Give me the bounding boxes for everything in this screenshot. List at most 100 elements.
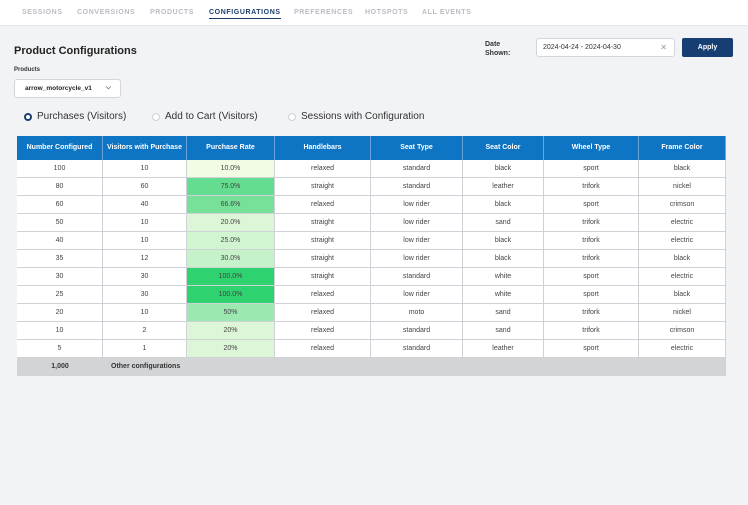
cell-number-configured: 5: [17, 340, 103, 358]
cell-visitors-with-purchase: 60: [103, 178, 187, 196]
cell-purchase-rate: 100.0%: [187, 286, 275, 304]
cell-visitors-with-purchase: 12: [103, 250, 187, 268]
cell-seat-color: sand: [463, 304, 544, 322]
cell-visitors-with-purchase: 40: [103, 196, 187, 214]
cell-number-configured: 25: [17, 286, 103, 304]
cell-handlebars: relaxed: [275, 286, 371, 304]
products-label: Products: [14, 67, 41, 73]
footer-count: 1,000: [17, 358, 103, 376]
cell-purchase-rate: 50%: [187, 304, 275, 322]
table-row: 40 10 25.0% straight low rider black trifork el…: [17, 232, 726, 250]
column-header-seat-color[interactable]: Seat Color: [463, 136, 544, 160]
table-row: 20 10 50% relaxed moto sand trifork nickel: [17, 304, 726, 322]
cell-number-configured: 80: [17, 178, 103, 196]
cell-number-configured: 10: [17, 322, 103, 340]
nav-tab-configurations[interactable]: CONFIGURATIONS: [209, 9, 281, 19]
cell-frame-color: electric: [639, 232, 726, 250]
column-header-visitors-with-purchase[interactable]: Visitors with Purchase: [103, 136, 187, 160]
column-header-handlebars[interactable]: Handlebars: [275, 136, 371, 160]
cell-seat-color: leather: [463, 340, 544, 358]
cell-visitors-with-purchase: 10: [103, 214, 187, 232]
cell-wheel-type: sport: [544, 160, 639, 178]
table-footer-row: 1,000 Other configurations: [17, 358, 726, 376]
cell-purchase-rate: 20%: [187, 340, 275, 358]
product-select[interactable]: arrow_motorcycle_v1 ⌵: [14, 79, 121, 98]
cell-seat-type: standard: [371, 178, 463, 196]
clear-icon[interactable]: ✕: [660, 43, 667, 52]
nav-tab-all-events[interactable]: ALL EVENTS: [422, 9, 472, 16]
cell-frame-color: black: [639, 286, 726, 304]
cell-seat-color: leather: [463, 178, 544, 196]
date-range-value: 2024-04-24 - 2024-04-30: [543, 44, 621, 51]
cell-number-configured: 20: [17, 304, 103, 322]
cell-number-configured: 40: [17, 232, 103, 250]
cell-handlebars: straight: [275, 268, 371, 286]
cell-seat-color: black: [463, 250, 544, 268]
radio-button-icon: [24, 113, 32, 121]
cell-wheel-type: trifork: [544, 250, 639, 268]
cell-seat-color: sand: [463, 214, 544, 232]
cell-handlebars: relaxed: [275, 322, 371, 340]
cell-visitors-with-purchase: 10: [103, 232, 187, 250]
cell-purchase-rate: 75.0%: [187, 178, 275, 196]
cell-handlebars: relaxed: [275, 160, 371, 178]
table-row: 25 30 100.0% relaxed low rider white sport blac…: [17, 286, 726, 304]
cell-wheel-type: trifork: [544, 178, 639, 196]
cell-seat-type: standard: [371, 340, 463, 358]
cell-purchase-rate: 66.6%: [187, 196, 275, 214]
chevron-down-icon: ⌵: [105, 84, 111, 91]
cell-purchase-rate: 30.0%: [187, 250, 275, 268]
apply-button[interactable]: Apply: [682, 38, 733, 57]
nav-tab-sessions[interactable]: SESSIONS: [22, 9, 63, 16]
date-shown-label: Date Shown:: [485, 41, 511, 57]
cell-frame-color: black: [639, 160, 726, 178]
table-header-row: Number Configured Visitors with Purchase P…: [17, 136, 726, 160]
nav-tab-products[interactable]: PRODUCTS: [150, 9, 195, 16]
cell-seat-type: standard: [371, 268, 463, 286]
cell-handlebars: relaxed: [275, 304, 371, 322]
column-header-seat-type[interactable]: Seat Type: [371, 136, 463, 160]
product-select-value: arrow_motorcycle_v1: [25, 85, 92, 92]
radio-label: Add to Cart (Visitors): [165, 111, 258, 122]
column-header-wheel-type[interactable]: Wheel Type: [544, 136, 639, 160]
nav-tab-preferences[interactable]: PREFERENCES: [294, 9, 354, 16]
table-row: 50 10 20.0% straight low rider sand trifork ele…: [17, 214, 726, 232]
cell-wheel-type: sport: [544, 196, 639, 214]
cell-visitors-with-purchase: 1: [103, 340, 187, 358]
date-range-input[interactable]: 2024-04-24 - 2024-04-30 ✕: [536, 38, 675, 57]
cell-purchase-rate: 20%: [187, 322, 275, 340]
nav-tab-conversions[interactable]: CONVERSIONS: [77, 9, 136, 16]
cell-seat-type: moto: [371, 304, 463, 322]
cell-visitors-with-purchase: 30: [103, 286, 187, 304]
column-header-frame-color[interactable]: Frame Color: [639, 136, 726, 160]
cell-seat-color: white: [463, 286, 544, 304]
cell-seat-type: low rider: [371, 196, 463, 214]
cell-visitors-with-purchase: 2: [103, 322, 187, 340]
radio-label: Sessions with Configuration: [301, 111, 425, 122]
nav-tab-hotspots[interactable]: HOTSPOTS: [365, 9, 409, 16]
radio-label: Purchases (Visitors): [37, 111, 127, 122]
cell-seat-type: low rider: [371, 250, 463, 268]
cell-purchase-rate: 10.0%: [187, 160, 275, 178]
table-row: 35 12 30.0% straight low rider black trifork bl…: [17, 250, 726, 268]
table-row: 5 1 20% relaxed standard leather sport electric: [17, 340, 726, 358]
cell-number-configured: 60: [17, 196, 103, 214]
table-row: 60 40 66.6% relaxed low rider black sport crims…: [17, 196, 726, 214]
cell-wheel-type: trifork: [544, 322, 639, 340]
top-navigation: SESSIONS CONVERSIONS PRODUCTS CONFIGURAT…: [0, 0, 748, 26]
cell-frame-color: crimson: [639, 196, 726, 214]
cell-seat-type: low rider: [371, 214, 463, 232]
cell-frame-color: electric: [639, 268, 726, 286]
footer-label: Other configurations: [103, 358, 726, 376]
cell-frame-color: crimson: [639, 322, 726, 340]
column-header-number-configured[interactable]: Number Configured: [17, 136, 103, 160]
cell-wheel-type: trifork: [544, 304, 639, 322]
column-header-purchase-rate[interactable]: Purchase Rate: [187, 136, 275, 160]
cell-wheel-type: sport: [544, 268, 639, 286]
table-row: 100 10 10.0% relaxed standard black sport black: [17, 160, 726, 178]
cell-seat-color: black: [463, 196, 544, 214]
cell-frame-color: nickel: [639, 178, 726, 196]
cell-seat-type: low rider: [371, 286, 463, 304]
cell-number-configured: 35: [17, 250, 103, 268]
table-row: 80 60 75.0% straight standard leather trifork n…: [17, 178, 726, 196]
